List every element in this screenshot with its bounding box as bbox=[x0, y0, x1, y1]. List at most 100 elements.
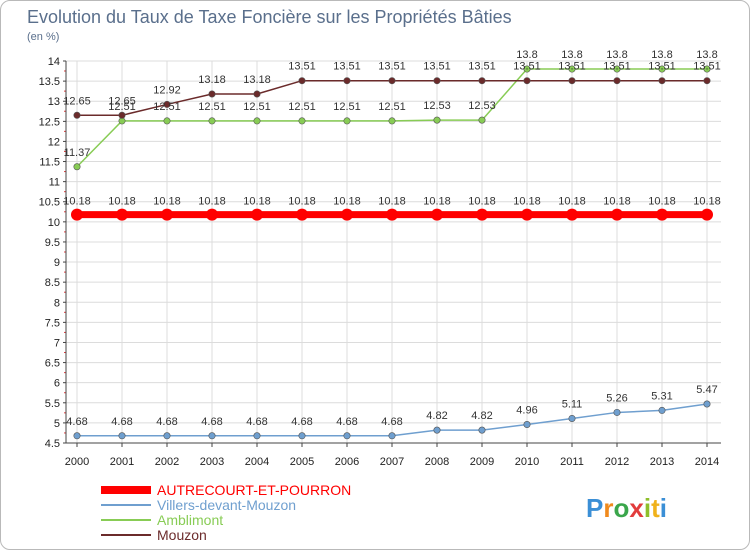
data-point bbox=[703, 65, 711, 73]
data-point bbox=[478, 77, 486, 85]
data-label: 13.18 bbox=[198, 74, 226, 86]
data-label: 10.18 bbox=[648, 196, 676, 208]
chart-subtitle: (en %) bbox=[27, 31, 59, 43]
data-label: 4.68 bbox=[156, 416, 177, 428]
data-label: 5.26 bbox=[606, 392, 627, 404]
data-label: 12.53 bbox=[423, 100, 451, 112]
data-label: 4.68 bbox=[336, 416, 357, 428]
data-label: 13.51 bbox=[693, 61, 721, 73]
data-point bbox=[568, 65, 576, 73]
x-tick-label: 2000 bbox=[65, 456, 89, 468]
data-label: 10.18 bbox=[378, 196, 406, 208]
data-point bbox=[658, 77, 666, 85]
y-tick-label: 4.5 bbox=[45, 438, 60, 450]
series bbox=[71, 65, 713, 440]
data-label: 12.51 bbox=[378, 101, 406, 113]
data-point bbox=[431, 208, 443, 221]
data-label: 10.18 bbox=[153, 196, 181, 208]
data-label: 13.51 bbox=[468, 61, 496, 73]
data-point bbox=[73, 163, 81, 171]
data-point bbox=[251, 208, 263, 221]
data-point bbox=[341, 208, 353, 221]
data-label: 10.18 bbox=[468, 196, 496, 208]
data-point bbox=[71, 208, 83, 221]
y-tick-label: 13 bbox=[48, 96, 60, 108]
data-point bbox=[208, 117, 216, 125]
x-tick-label: 2007 bbox=[380, 456, 404, 468]
data-point bbox=[253, 432, 261, 440]
data-point bbox=[253, 90, 261, 98]
data-label: 12.65 bbox=[108, 95, 136, 107]
logo-letter: P bbox=[586, 493, 603, 523]
data-point bbox=[73, 111, 81, 119]
data-label: 10.18 bbox=[558, 196, 586, 208]
data-label: 4.68 bbox=[66, 416, 87, 428]
data-label: 12.92 bbox=[153, 84, 181, 96]
data-labels: 10.18 10.18 10.18 10.18 10.18 10.18 10.18 10.18… bbox=[63, 49, 721, 428]
y-tick-label: 7 bbox=[54, 337, 60, 349]
data-label: 13.8 bbox=[561, 49, 582, 61]
data-point bbox=[343, 432, 351, 440]
data-label: 12.51 bbox=[108, 101, 136, 113]
data-label: 13.8 bbox=[516, 49, 537, 61]
x-tick-label: 2009 bbox=[470, 456, 494, 468]
data-label: 12.51 bbox=[153, 101, 181, 113]
data-point bbox=[163, 117, 171, 125]
x-tick-label: 2014 bbox=[695, 456, 719, 468]
data-label: 12.51 bbox=[198, 101, 226, 113]
data-point bbox=[253, 117, 261, 125]
data-label: 10.18 bbox=[513, 196, 541, 208]
x-tick-label: 2003 bbox=[200, 456, 224, 468]
y-tick-label: 6.5 bbox=[45, 358, 60, 370]
data-point bbox=[298, 432, 306, 440]
logo-letter: o bbox=[613, 493, 629, 523]
data-label: 12.51 bbox=[333, 101, 361, 113]
x-tick-label: 2010 bbox=[515, 456, 539, 468]
x-tick-label: 2006 bbox=[335, 456, 359, 468]
y-tick-label: 6 bbox=[54, 378, 60, 390]
y-tick-label: 10.5 bbox=[39, 197, 60, 209]
logo-letter: i bbox=[644, 493, 651, 523]
data-label: 13.51 bbox=[288, 61, 316, 73]
x-tick-label: 2011 bbox=[560, 456, 584, 468]
data-label: 4.96 bbox=[516, 405, 537, 417]
axes bbox=[63, 61, 721, 444]
data-label: 13.51 bbox=[378, 61, 406, 73]
data-label: 13.51 bbox=[603, 61, 631, 73]
data-label: 4.68 bbox=[201, 416, 222, 428]
x-tick-label: 2005 bbox=[290, 456, 314, 468]
data-label: 12.51 bbox=[288, 101, 316, 113]
data-point bbox=[701, 208, 713, 221]
data-label: 13.18 bbox=[243, 74, 271, 86]
data-point bbox=[478, 116, 486, 124]
data-point bbox=[613, 408, 621, 416]
data-label: 10.18 bbox=[63, 196, 91, 208]
y-tick-label: 12.5 bbox=[39, 116, 60, 128]
data-point bbox=[478, 426, 486, 434]
data-point bbox=[566, 208, 578, 221]
data-label: 4.68 bbox=[246, 416, 267, 428]
data-label: 10.18 bbox=[423, 196, 451, 208]
data-point bbox=[208, 90, 216, 98]
legend-label: Mouzon bbox=[157, 527, 207, 543]
data-point bbox=[658, 406, 666, 414]
data-label: 10.18 bbox=[603, 196, 631, 208]
data-label: 13.51 bbox=[333, 61, 361, 73]
data-point bbox=[208, 432, 216, 440]
data-point bbox=[296, 208, 308, 221]
y-tick-label: 11 bbox=[49, 177, 60, 189]
data-point bbox=[611, 208, 623, 221]
data-label: 4.82 bbox=[471, 410, 492, 422]
data-point bbox=[568, 77, 576, 85]
data-point bbox=[298, 117, 306, 125]
data-point bbox=[521, 208, 533, 221]
data-label: 10.18 bbox=[108, 196, 136, 208]
data-label: 13.8 bbox=[696, 49, 717, 61]
data-point bbox=[656, 208, 668, 221]
data-point bbox=[658, 65, 666, 73]
y-tick-label: 7.5 bbox=[45, 317, 60, 329]
x-tick-label: 2013 bbox=[650, 456, 674, 468]
data-label: 12.65 bbox=[63, 95, 91, 107]
